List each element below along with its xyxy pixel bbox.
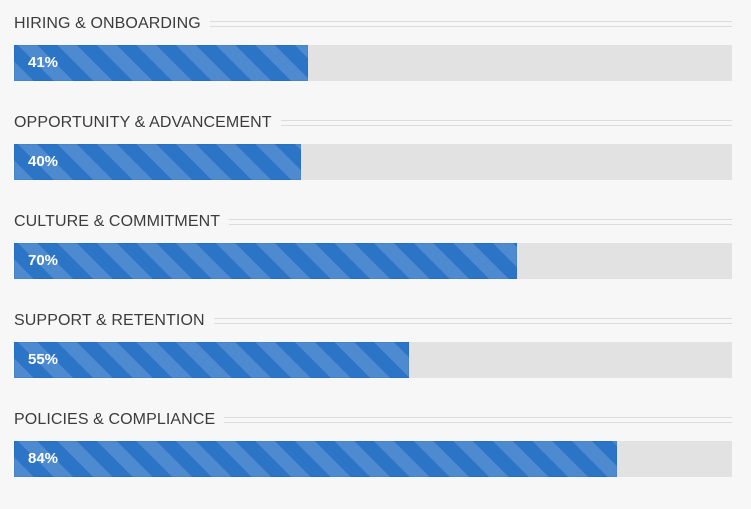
bar-label-row: HIRING & ONBOARDING <box>14 14 732 34</box>
label-divider-rule <box>209 21 732 27</box>
bar-item: SUPPORT & RETENTION 55% <box>14 311 732 410</box>
bar-label-row: OPPORTUNITY & ADVANCEMENT <box>14 113 732 133</box>
bar-label-row: POLICIES & COMPLIANCE <box>14 410 732 430</box>
bar-value-label: 84% <box>28 450 59 467</box>
bar-value-label: 70% <box>28 252 59 269</box>
bar-track: 84% <box>14 441 732 477</box>
bar-item: HIRING & ONBOARDING 41% <box>14 14 732 113</box>
bar-fill: 41% <box>14 45 308 81</box>
bar-fill: 55% <box>14 342 409 378</box>
bar-fill: 70% <box>14 243 517 279</box>
bar-fill: 40% <box>14 144 301 180</box>
bar-category-label: SUPPORT & RETENTION <box>14 312 205 329</box>
progress-bar-chart: HIRING & ONBOARDING 41% OPPORTUNITY & ADVA… <box>14 14 732 509</box>
bar-label-row: CULTURE & COMMITMENT <box>14 212 732 232</box>
bar-item: OPPORTUNITY & ADVANCEMENT 40% <box>14 113 732 212</box>
bar-category-label: CULTURE & COMMITMENT <box>14 213 221 230</box>
label-divider-rule <box>213 318 732 324</box>
bar-category-label: POLICIES & COMPLIANCE <box>14 411 216 428</box>
bar-track: 70% <box>14 243 732 279</box>
label-divider-rule <box>280 120 732 126</box>
bar-item: CULTURE & COMMITMENT 70% <box>14 212 732 311</box>
label-divider-rule <box>224 417 732 423</box>
bar-track: 55% <box>14 342 732 378</box>
bar-value-label: 55% <box>28 351 59 368</box>
bar-fill: 84% <box>14 441 617 477</box>
label-divider-rule <box>229 219 732 225</box>
bar-item: POLICIES & COMPLIANCE 84% <box>14 410 732 509</box>
bar-track: 40% <box>14 144 732 180</box>
bar-track: 41% <box>14 45 732 81</box>
bar-category-label: OPPORTUNITY & ADVANCEMENT <box>14 114 272 131</box>
bar-value-label: 40% <box>28 153 59 170</box>
bar-label-row: SUPPORT & RETENTION <box>14 311 732 331</box>
bar-category-label: HIRING & ONBOARDING <box>14 15 201 32</box>
bar-value-label: 41% <box>28 54 59 71</box>
